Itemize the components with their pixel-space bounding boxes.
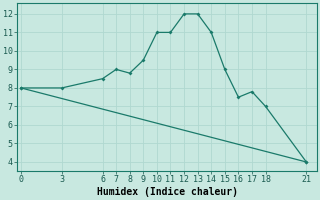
X-axis label: Humidex (Indice chaleur): Humidex (Indice chaleur) <box>97 187 237 197</box>
